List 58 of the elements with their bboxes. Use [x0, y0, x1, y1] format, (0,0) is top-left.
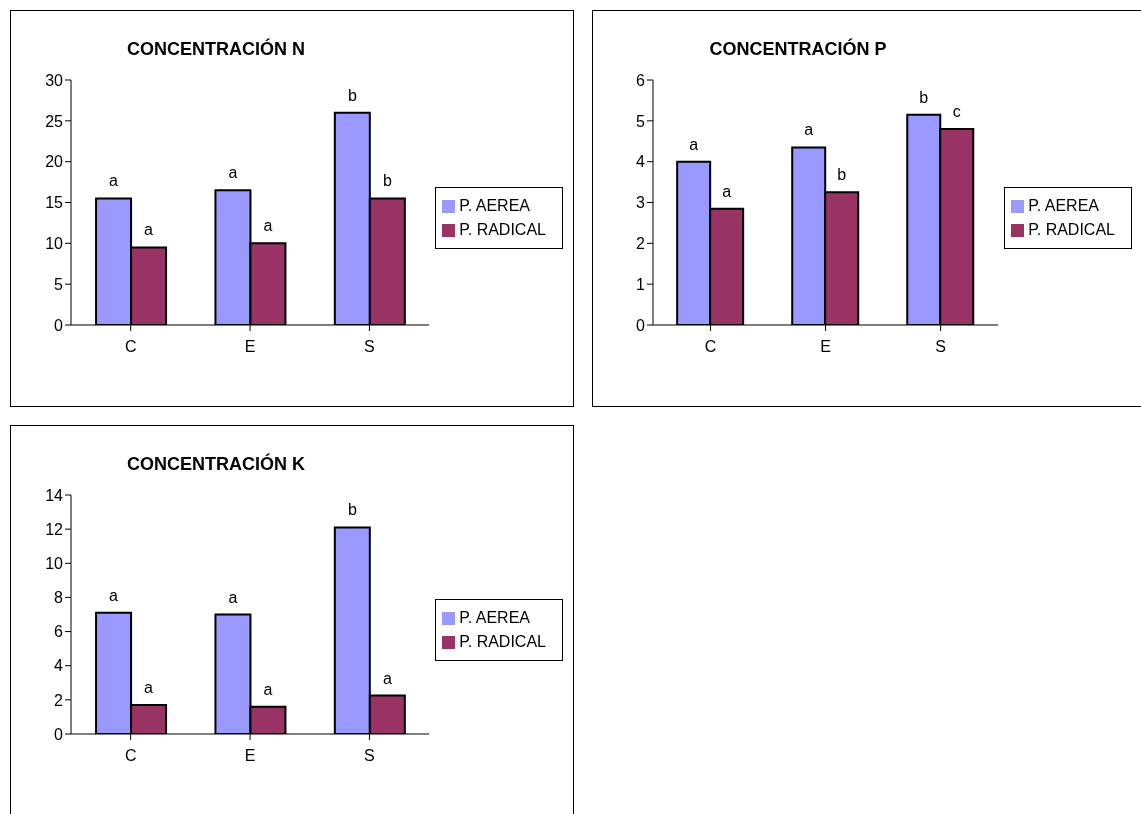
y-tick-label: 10 — [45, 554, 64, 572]
y-tick-label: 1 — [636, 275, 646, 293]
annotation: a — [109, 172, 119, 190]
annotation: a — [228, 164, 238, 182]
annotation: a — [263, 680, 273, 698]
y-tick-label: 4 — [54, 657, 64, 675]
x-tick-label: E — [244, 338, 256, 356]
legend-label: P. AEREA — [459, 608, 530, 626]
y-tick-label: 12 — [45, 520, 64, 538]
annotation: a — [722, 182, 732, 200]
chart-title: CONCENTRACIÓN K — [126, 454, 306, 475]
annotation: b — [919, 88, 929, 106]
y-tick-label: 15 — [45, 194, 64, 212]
y-tick-label: 6 — [54, 623, 64, 641]
x-tick-label: C — [704, 338, 717, 356]
y-tick-label: 0 — [636, 316, 646, 334]
legend-label: P. AEREA — [1028, 196, 1099, 214]
annotation: a — [382, 669, 392, 687]
chart-title: CONCENTRACIÓN N — [126, 39, 306, 60]
y-tick-label: 25 — [45, 112, 64, 130]
legend-label: P. RADICAL — [459, 632, 546, 650]
annotation: b — [347, 86, 357, 104]
annotation: b — [347, 501, 357, 519]
x-tick-label: S — [364, 747, 375, 765]
annotation: a — [144, 678, 154, 696]
annotation: a — [689, 135, 699, 153]
y-tick-label: 5 — [54, 275, 64, 293]
x-tick-label: S — [364, 338, 375, 356]
y-tick-label: 5 — [636, 112, 646, 130]
annotation: c — [952, 103, 961, 120]
x-tick-label: E — [820, 338, 831, 356]
legend-label: P. RADICAL — [459, 220, 546, 238]
y-tick-label: 4 — [636, 153, 646, 171]
annotation: a — [263, 217, 273, 235]
x-tick-label: E — [244, 747, 256, 765]
x-tick-label: C — [124, 338, 137, 356]
y-tick-label: 14 — [45, 486, 64, 504]
y-tick-label: 10 — [45, 235, 64, 253]
legend-label: P. AEREA — [459, 196, 530, 214]
annotation: a — [804, 121, 814, 139]
y-tick-label: 0 — [54, 316, 64, 334]
y-tick-label: 2 — [54, 691, 64, 709]
y-tick-label: 3 — [636, 194, 646, 212]
annotation: a — [228, 588, 238, 606]
annotation: a — [109, 586, 119, 604]
y-tick-label: 20 — [45, 153, 64, 171]
annotation: a — [144, 221, 154, 239]
y-tick-label: 2 — [636, 235, 646, 253]
y-tick-label: 0 — [54, 725, 64, 743]
y-tick-label: 8 — [54, 589, 64, 607]
legend-label: P. RADICAL — [1028, 220, 1115, 238]
y-tick-label: 6 — [636, 71, 646, 89]
chart-title: CONCENTRACIÓN P — [708, 39, 888, 60]
y-tick-label: 30 — [45, 71, 64, 89]
x-tick-label: C — [124, 747, 137, 765]
annotation: b — [382, 172, 392, 190]
annotation: b — [837, 166, 847, 184]
x-tick-label: S — [935, 338, 946, 356]
